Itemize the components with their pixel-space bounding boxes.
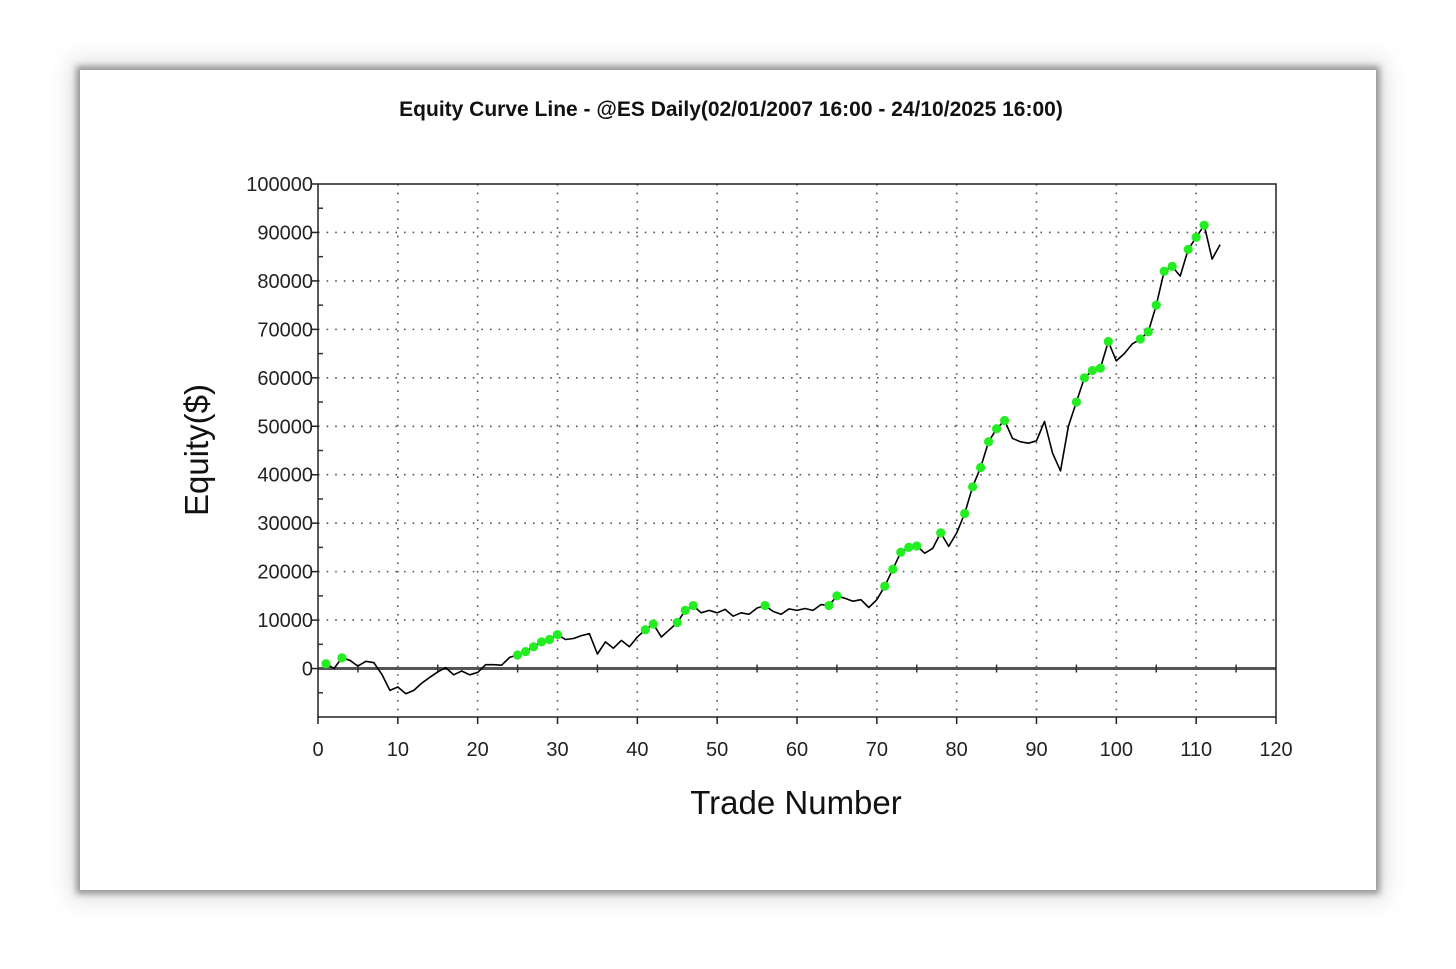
new-high-marker (640, 625, 650, 635)
y-tick-label: 80000 (257, 271, 313, 293)
new-high-marker (912, 541, 922, 551)
new-high-marker (1143, 327, 1153, 337)
new-high-marker (968, 482, 978, 492)
new-high-marker (1087, 365, 1097, 376)
y-tick-label: 0 (302, 659, 313, 681)
new-high-marker (936, 528, 946, 538)
grid-layer (318, 184, 1276, 717)
y-axis-title: Equity($) (178, 384, 215, 516)
new-high-marker (1167, 261, 1177, 271)
y-tick-label: 50000 (257, 416, 313, 438)
equity-chart: Equity Curve Line - @ES Daily(02/01/2007… (178, 98, 1293, 821)
new-high-marker (536, 637, 547, 647)
new-high-marker (337, 653, 347, 663)
x-tick-label: 100 (1100, 739, 1133, 761)
new-high-marker (880, 581, 890, 591)
y-tick-label: 100000 (246, 174, 313, 196)
x-tick-label: 80 (946, 739, 968, 761)
new-high-marker (824, 600, 834, 611)
y-tick-label: 20000 (257, 562, 313, 584)
new-high-marker (1071, 397, 1082, 407)
new-high-marker (896, 547, 906, 557)
x-tick-label: 50 (706, 739, 728, 761)
new-high-marker (999, 415, 1010, 426)
y-tick-label: 60000 (257, 368, 313, 390)
chart-title: Equity Curve Line - @ES Daily(02/01/2007… (399, 98, 1063, 121)
series-layer (325, 224, 1221, 695)
new-high-marker (1183, 244, 1193, 255)
x-tick-label: 60 (786, 739, 808, 761)
equity-line (325, 224, 1221, 695)
x-tick-label: 20 (467, 739, 489, 761)
x-axis-title: Trade Number (690, 784, 902, 821)
new-high-marker (1079, 373, 1089, 383)
x-tick-label: 90 (1025, 739, 1047, 761)
new-high-marker (528, 642, 539, 652)
new-high-marker (904, 542, 914, 553)
new-high-marker (984, 437, 994, 447)
new-high-marker (512, 650, 523, 660)
axis-layer (311, 183, 1277, 724)
new-high-marker (520, 646, 531, 657)
y-tick-label: 90000 (257, 222, 313, 244)
new-high-marker (1159, 266, 1169, 276)
x-tick-label: 70 (866, 739, 888, 761)
new-high-marker (1191, 232, 1201, 242)
x-tick-label: 120 (1259, 739, 1292, 761)
new-high-marker (544, 634, 555, 645)
new-high-marker (1095, 363, 1105, 373)
plot-frame (317, 183, 1277, 718)
new-high-marker (321, 659, 331, 669)
new-high-marker (688, 600, 698, 611)
new-high-marker (1135, 334, 1145, 344)
new-high-marker (991, 424, 1002, 434)
y-tick-label: 70000 (257, 319, 313, 341)
x-tick-label: 0 (312, 739, 323, 761)
new-high-marker (672, 617, 682, 628)
x-tick-label: 30 (546, 739, 568, 761)
new-high-marker (680, 605, 690, 616)
y-tick-label: 10000 (257, 610, 313, 632)
new-high-marker (976, 462, 986, 473)
new-high-marker (1151, 300, 1161, 310)
new-high-marker (760, 600, 770, 611)
new-high-marker (832, 591, 842, 601)
new-high-marker (648, 619, 658, 629)
new-high-marker (1103, 336, 1113, 347)
new-high-marker (1199, 220, 1209, 230)
chart-panel: Equity Curve Line - @ES Daily(02/01/2007… (80, 70, 1376, 890)
new-high-marker (960, 508, 970, 519)
x-tick-label: 10 (387, 739, 409, 761)
marker-layer (321, 220, 1209, 669)
x-tick-label: 110 (1180, 739, 1212, 761)
y-tick-label: 30000 (257, 513, 313, 535)
y-tick-label: 40000 (257, 465, 313, 487)
new-high-marker (552, 630, 563, 640)
x-tick-label: 40 (626, 739, 648, 761)
new-high-marker (888, 564, 898, 574)
tick-label-layer: 0 10 20 30 40 50 60 70 80 90 100 110 120 0 10000 20000 3… (246, 174, 1292, 761)
